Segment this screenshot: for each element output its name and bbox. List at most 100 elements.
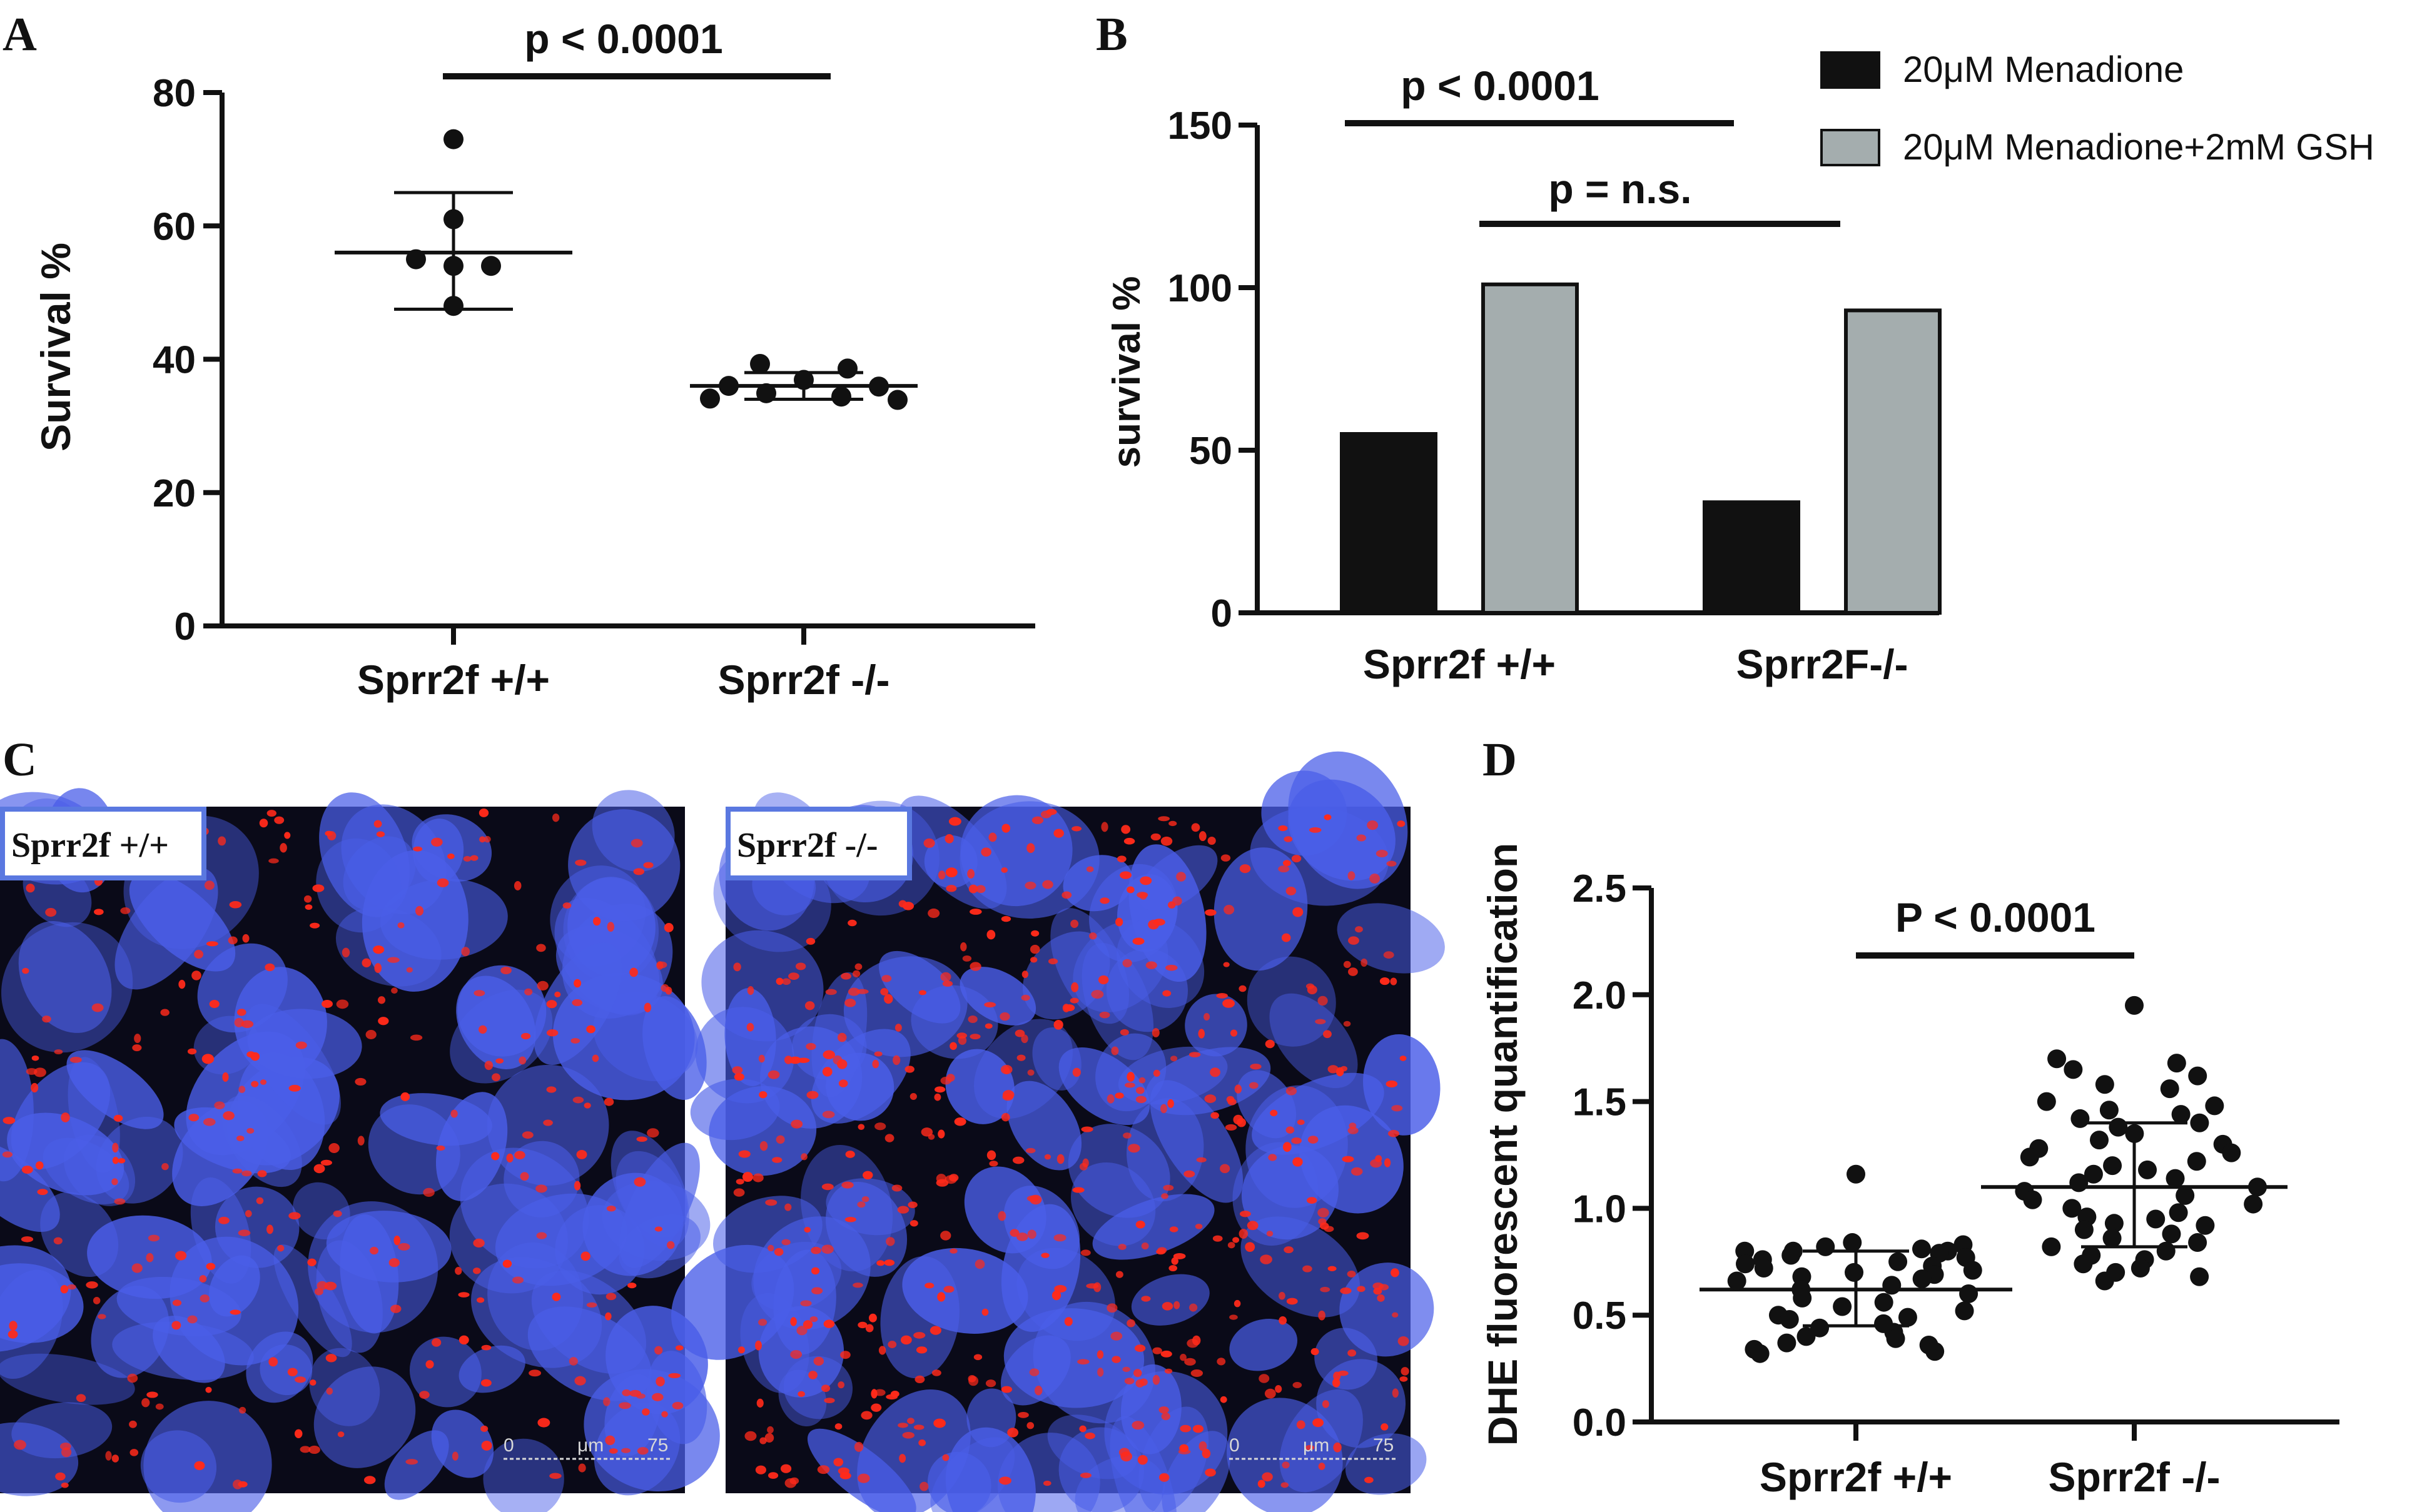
micrograph-red-dhe-signal bbox=[1158, 1406, 1169, 1414]
micrograph-red-dhe-signal bbox=[1332, 1378, 1340, 1388]
micrograph-blue-nucleus bbox=[1023, 931, 1110, 1020]
micrograph-red-dhe-signal bbox=[1397, 820, 1406, 827]
micrograph-red-dhe-signal bbox=[1192, 1424, 1204, 1433]
micrograph-red-dhe-signal bbox=[1018, 1411, 1029, 1418]
micrograph-red-dhe-signal bbox=[242, 934, 250, 943]
micrograph-red-dhe-signal bbox=[1292, 1157, 1303, 1167]
micrograph-red-dhe-signal bbox=[120, 907, 131, 914]
micrograph-red-dhe-signal bbox=[437, 878, 449, 887]
micrograph-red-dhe-signal bbox=[76, 1394, 86, 1403]
panel-b-significance-label-2: p = n.s. bbox=[1548, 166, 1691, 212]
micrograph-red-dhe-signal bbox=[1070, 919, 1079, 928]
micrograph-scale-unit: μm bbox=[1303, 1435, 1329, 1456]
micrograph-blue-nucleus bbox=[431, 1409, 494, 1478]
micrograph-red-dhe-signal bbox=[881, 975, 892, 982]
micrograph-red-dhe-signal bbox=[1292, 1382, 1302, 1388]
micrograph-red-dhe-signal bbox=[652, 1393, 664, 1401]
micrograph-blue-nucleus bbox=[143, 1401, 272, 1512]
micrograph-red-dhe-signal bbox=[491, 1152, 500, 1161]
micrograph-red-dhe-signal bbox=[1210, 1112, 1219, 1119]
micrograph-red-dhe-signal bbox=[520, 1172, 529, 1181]
micrograph-red-dhe-signal bbox=[1070, 997, 1079, 1004]
micrograph-red-dhe-signal bbox=[603, 1397, 611, 1406]
panel-b-significance-label-1: p < 0.0001 bbox=[1401, 63, 1599, 109]
micrograph-red-dhe-signal bbox=[405, 1459, 418, 1465]
micrograph-blue-nucleus bbox=[316, 838, 402, 933]
micrograph-red-dhe-signal bbox=[981, 1308, 989, 1316]
micrograph-red-dhe-signal bbox=[878, 1346, 886, 1355]
micrograph-red-dhe-signal bbox=[604, 1097, 614, 1106]
micrograph-red-dhe-signal bbox=[155, 1403, 164, 1410]
micrograph-red-dhe-signal bbox=[894, 1024, 902, 1032]
micrograph-red-dhe-signal bbox=[1122, 1366, 1130, 1373]
micrograph-red-dhe-signal bbox=[187, 1048, 197, 1055]
micrograph-red-dhe-signal bbox=[376, 831, 385, 837]
micrograph-red-dhe-signal bbox=[218, 1216, 230, 1224]
micrograph-red-dhe-signal bbox=[524, 988, 533, 995]
micrograph-red-dhe-signal bbox=[1086, 1283, 1099, 1289]
micrograph-red-dhe-signal bbox=[1027, 1069, 1035, 1076]
micrograph-blue-nucleus bbox=[568, 809, 681, 922]
micrograph-red-dhe-signal bbox=[609, 1448, 618, 1454]
micrograph-red-dhe-signal bbox=[1086, 866, 1094, 872]
micrograph-red-dhe-signal bbox=[1309, 827, 1322, 833]
micrograph-red-dhe-signal bbox=[188, 1114, 200, 1122]
micrograph-red-dhe-signal bbox=[1356, 1232, 1369, 1240]
micrograph-red-dhe-signal bbox=[274, 816, 285, 824]
micrograph-red-dhe-signal bbox=[1001, 1386, 1013, 1393]
micrograph-red-dhe-signal bbox=[129, 1449, 139, 1456]
micrograph-red-dhe-signal bbox=[872, 1059, 879, 1069]
micrograph-red-dhe-signal bbox=[463, 855, 472, 862]
panel-d-data-point bbox=[2064, 1060, 2083, 1079]
micrograph-red-dhe-signal bbox=[844, 1216, 856, 1222]
micrograph-red-dhe-signal bbox=[1333, 1371, 1341, 1381]
micrograph-red-dhe-signal bbox=[543, 1119, 553, 1126]
micrograph-blue-nucleus bbox=[1337, 903, 1445, 974]
panel-d-data-point bbox=[2070, 1109, 2090, 1128]
micrograph-red-dhe-signal bbox=[1016, 1054, 1026, 1061]
micrograph-red-dhe-signal bbox=[857, 1201, 866, 1208]
micrograph-red-dhe-signal bbox=[1127, 886, 1135, 894]
micrograph-red-dhe-signal bbox=[1239, 985, 1247, 992]
micrograph-red-dhe-signal bbox=[934, 1093, 941, 1101]
micrograph-red-dhe-signal bbox=[759, 1091, 768, 1099]
micrograph-red-dhe-signal bbox=[780, 1464, 792, 1473]
micrograph-red-dhe-signal bbox=[484, 1061, 494, 1071]
micrograph-red-dhe-signal bbox=[1343, 1021, 1351, 1027]
micrograph-red-dhe-signal bbox=[455, 1267, 462, 1275]
micrograph-red-dhe-signal bbox=[479, 1025, 487, 1034]
micrograph-red-dhe-signal bbox=[1085, 1432, 1095, 1439]
micrograph-red-dhe-signal bbox=[767, 1426, 774, 1434]
micrograph-red-dhe-signal bbox=[1122, 959, 1132, 967]
micrograph-red-dhe-signal bbox=[1207, 836, 1216, 845]
micrograph-blue-nucleus bbox=[758, 1306, 844, 1398]
micrograph-red-dhe-signal bbox=[806, 1042, 816, 1051]
micrograph-red-dhe-signal bbox=[1278, 865, 1290, 873]
micrograph-red-dhe-signal bbox=[1139, 1378, 1148, 1386]
micrograph-red-dhe-signal bbox=[1391, 1268, 1399, 1278]
micrograph-red-dhe-signal bbox=[1399, 1376, 1408, 1382]
micrograph-red-dhe-signal bbox=[825, 989, 837, 995]
micrograph-red-dhe-signal bbox=[238, 1229, 251, 1236]
micrograph-red-dhe-signal bbox=[1135, 1087, 1145, 1094]
micrograph-red-dhe-signal bbox=[572, 999, 583, 1006]
micrograph-red-dhe-signal bbox=[232, 1168, 243, 1174]
micrograph-red-dhe-signal bbox=[755, 1465, 766, 1474]
micrograph-blue-nucleus bbox=[1, 922, 133, 1053]
micrograph-red-dhe-signal bbox=[764, 1433, 774, 1443]
micrograph-red-dhe-signal bbox=[1239, 864, 1251, 874]
micrograph-red-dhe-signal bbox=[586, 1025, 595, 1034]
panel-d-data-point bbox=[2196, 1216, 2215, 1235]
micrograph-red-dhe-signal bbox=[295, 1376, 307, 1383]
micrograph-blue-nucleus bbox=[384, 1430, 449, 1500]
micrograph-red-dhe-signal bbox=[1291, 855, 1302, 863]
micrograph-red-dhe-signal bbox=[898, 900, 907, 908]
panel-a-data-point bbox=[750, 353, 770, 374]
micrograph-red-dhe-signal bbox=[675, 1345, 684, 1351]
panel-d-y-tick-label: 2.5 bbox=[1573, 867, 1626, 910]
micrograph-red-dhe-signal bbox=[758, 1054, 765, 1063]
micrograph-red-dhe-signal bbox=[458, 1292, 470, 1298]
micrograph-red-dhe-signal bbox=[1048, 958, 1058, 965]
micrograph-blue-nucleus bbox=[0, 1039, 34, 1182]
micrograph-red-dhe-signal bbox=[744, 1431, 757, 1441]
